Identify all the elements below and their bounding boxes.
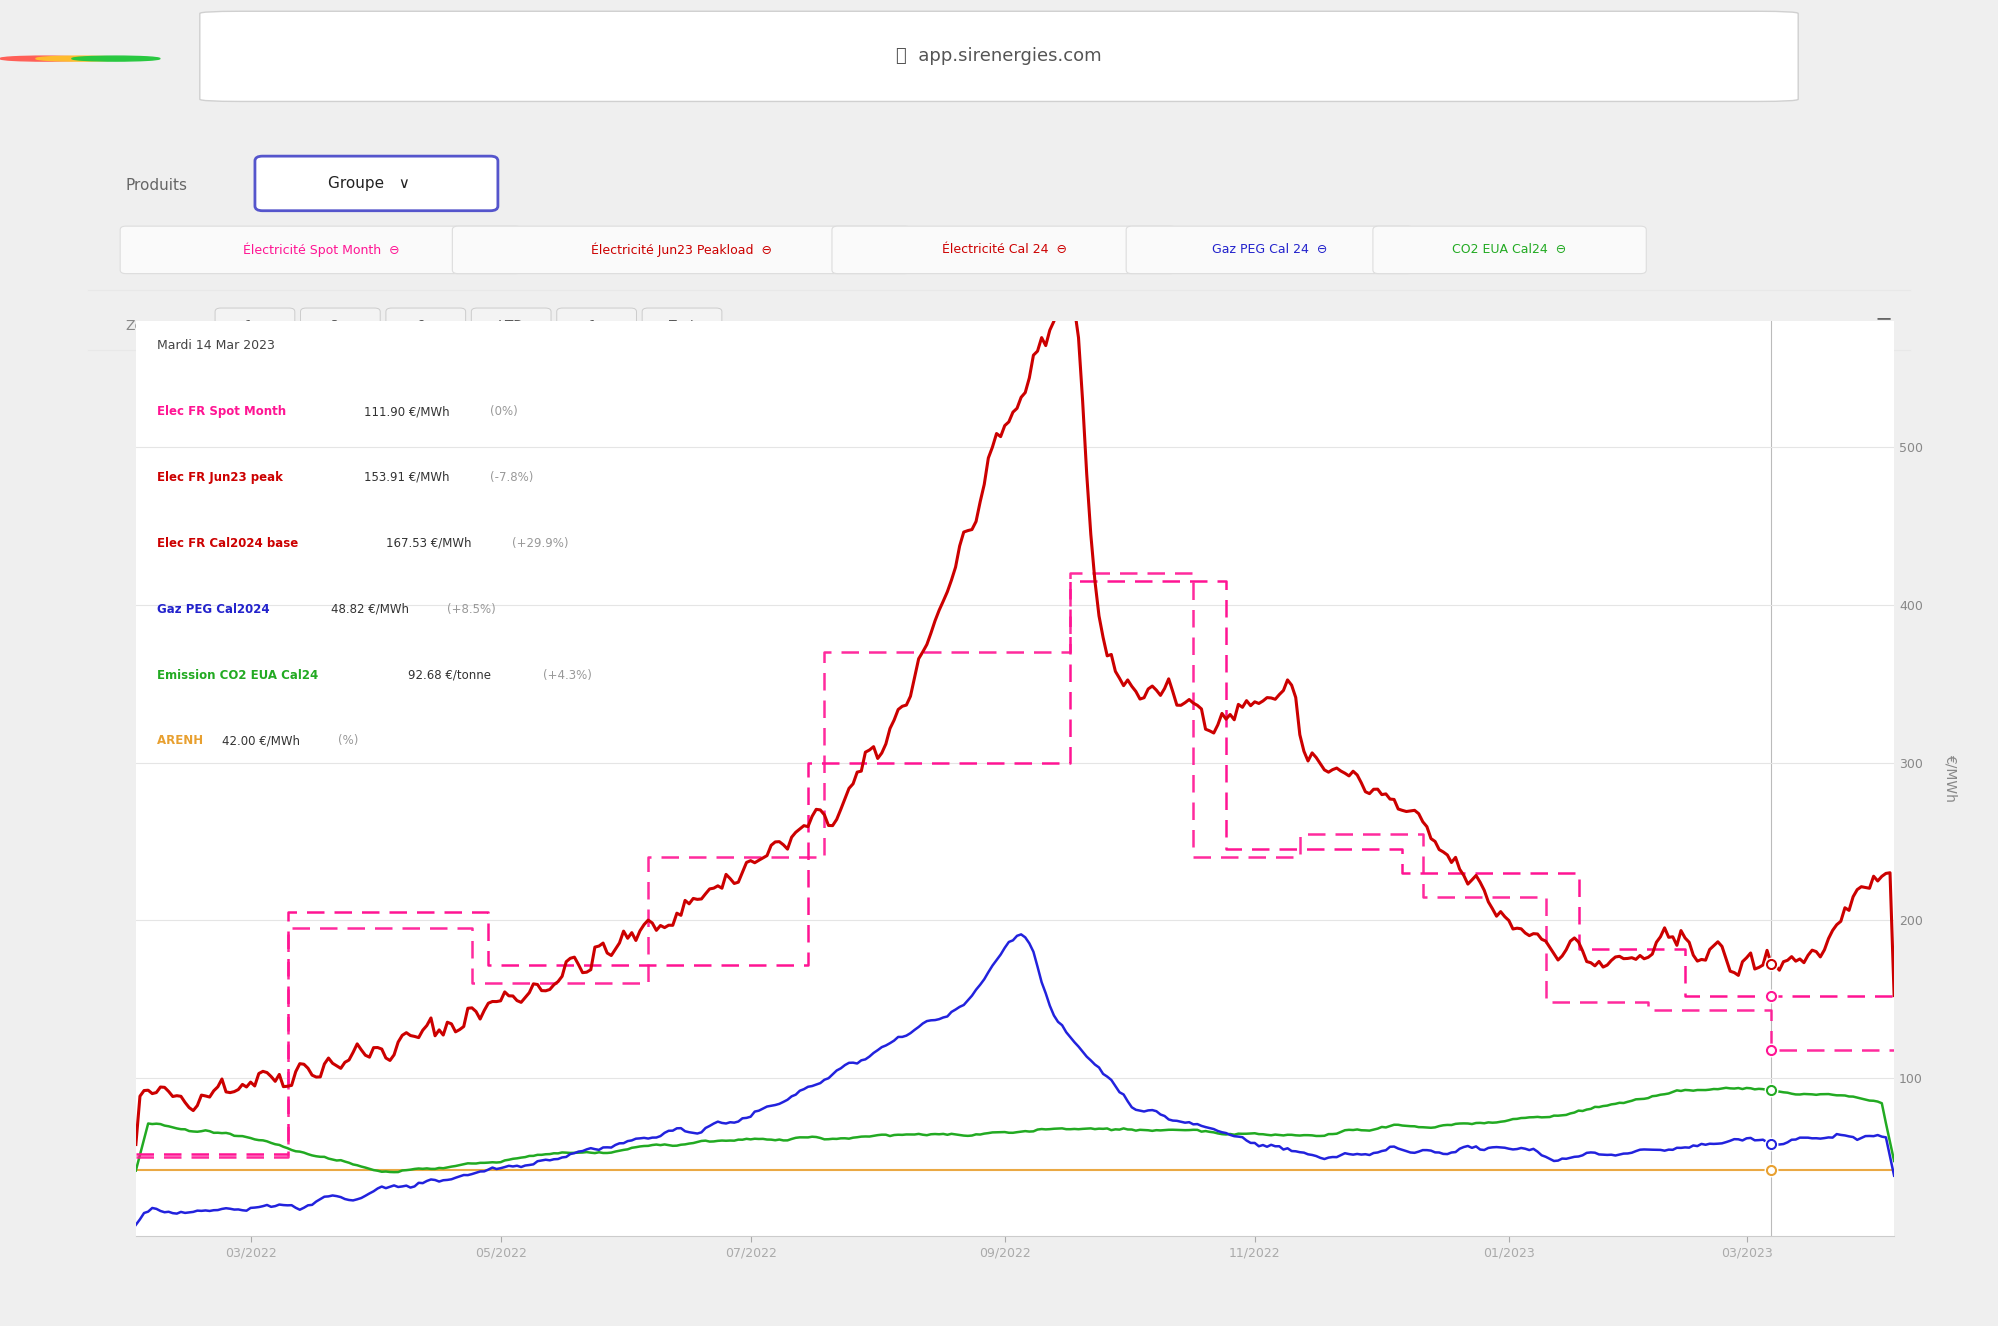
Text: 92.68 €/tonne: 92.68 €/tonne (408, 668, 494, 682)
FancyBboxPatch shape (120, 227, 521, 273)
Text: 1a: 1a (589, 320, 605, 333)
Text: (+4.3%): (+4.3%) (543, 668, 591, 682)
Text: (+29.9%): (+29.9%) (511, 537, 567, 550)
Text: 3m: 3m (330, 320, 350, 333)
Text: Zoom: Zoom (126, 318, 166, 333)
FancyBboxPatch shape (200, 11, 1798, 102)
FancyBboxPatch shape (557, 308, 637, 351)
Text: 111.90 €/MWh: 111.90 €/MWh (364, 404, 454, 418)
Text: 31/01/2022  →  06/04/2023: 31/01/2022 → 06/04/2023 (1606, 320, 1788, 333)
Circle shape (0, 56, 88, 61)
FancyBboxPatch shape (452, 227, 911, 273)
Text: (0%): (0%) (490, 404, 517, 418)
Text: Gaz PEG Cal 24  ⊖: Gaz PEG Cal 24 ⊖ (1213, 244, 1327, 256)
FancyBboxPatch shape (386, 308, 466, 351)
FancyBboxPatch shape (831, 227, 1177, 273)
FancyBboxPatch shape (641, 308, 721, 351)
Text: Électricité Cal 24  ⊖: Électricité Cal 24 ⊖ (941, 244, 1067, 256)
Y-axis label: €/MWh: €/MWh (1944, 754, 1958, 802)
Text: Électricité Jun23 Peakload  ⊖: Électricité Jun23 Peakload ⊖ (591, 243, 771, 257)
FancyBboxPatch shape (216, 308, 296, 351)
Text: Mardi 14 Mar 2023: Mardi 14 Mar 2023 (158, 339, 276, 353)
Text: 48.82 €/MWh: 48.82 €/MWh (332, 603, 414, 615)
Text: Groupe   ∨: Groupe ∨ (328, 176, 410, 191)
Text: Elec FR Cal2024 base: Elec FR Cal2024 base (158, 537, 302, 550)
FancyBboxPatch shape (1373, 227, 1646, 273)
Text: Gaz PEG Cal2024: Gaz PEG Cal2024 (158, 603, 274, 615)
Text: Elec FR Spot Month: Elec FR Spot Month (158, 404, 290, 418)
Text: 1m: 1m (246, 320, 266, 333)
Text: (%): (%) (338, 735, 360, 748)
FancyBboxPatch shape (256, 156, 498, 211)
Text: ARENH: ARENH (158, 735, 208, 748)
Text: YTD: YTD (500, 320, 523, 333)
Text: 42.00 €/MWh: 42.00 €/MWh (222, 735, 304, 748)
Text: ☰: ☰ (1876, 317, 1892, 335)
Text: 167.53 €/MWh: 167.53 €/MWh (386, 537, 476, 550)
FancyBboxPatch shape (300, 308, 380, 351)
FancyBboxPatch shape (1127, 227, 1415, 273)
Circle shape (72, 56, 160, 61)
Text: 153.91 €/MWh: 153.91 €/MWh (364, 471, 454, 484)
Text: Elec FR Jun23 peak: Elec FR Jun23 peak (158, 471, 288, 484)
Text: 6m: 6m (416, 320, 436, 333)
FancyBboxPatch shape (472, 308, 551, 351)
Text: CO2 EUA Cal24  ⊖: CO2 EUA Cal24 ⊖ (1453, 244, 1566, 256)
Text: Tout: Tout (669, 320, 695, 333)
Text: Produits: Produits (126, 178, 188, 194)
Text: 🔒  app.sirenergies.com: 🔒 app.sirenergies.com (897, 48, 1101, 65)
Text: Emission CO2 EUA Cal24: Emission CO2 EUA Cal24 (158, 668, 322, 682)
Text: (-7.8%): (-7.8%) (490, 471, 533, 484)
Text: Électricité Spot Month  ⊖: Électricité Spot Month ⊖ (242, 243, 400, 257)
Circle shape (36, 56, 124, 61)
Text: (+8.5%): (+8.5%) (448, 603, 496, 615)
